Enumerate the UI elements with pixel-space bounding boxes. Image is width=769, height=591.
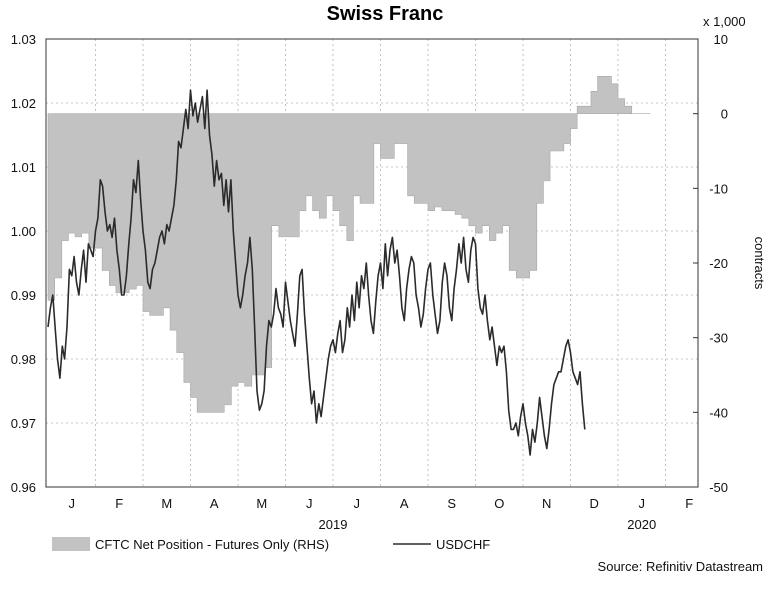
chart-title: Swiss Franc [327, 3, 444, 25]
right-axis-tick-label: -10 [709, 181, 728, 196]
usdchf-line [47, 89, 586, 456]
month-tick-label: M [256, 496, 267, 511]
month-tick-label: M [161, 496, 172, 511]
month-tick-label: J [639, 496, 646, 511]
month-tick-label: A [400, 496, 409, 511]
month-tick-label: N [542, 496, 551, 511]
right-axis-tick-label: -50 [709, 480, 728, 495]
legend-label-cftc: CFTC Net Position - Futures Only (RHS) [95, 537, 329, 552]
month-tick-label: F [115, 496, 123, 511]
right-axis-multiplier-label: x 1,000 [703, 14, 746, 29]
right-axis-tick-label: -40 [709, 405, 728, 420]
year-tick-label: 2019 [319, 517, 348, 532]
left-axis-tick-label: 1.00 [11, 224, 36, 239]
left-axis-tick-label: 0.96 [11, 480, 36, 495]
x-axis: J F M A M J J A S O N D J F 2019 2020 [69, 496, 694, 532]
legend: CFTC Net Position - Futures Only (RHS) U… [52, 537, 490, 552]
left-axis-tick-label: 1.03 [11, 32, 36, 47]
legend-swatch-cftc [52, 537, 90, 551]
right-axis-label: contracts [752, 237, 767, 290]
source-note: Source: Refinitiv Datastream [598, 559, 763, 574]
month-tick-label: J [69, 496, 76, 511]
month-tick-label: D [590, 496, 599, 511]
cftc-net-position-area [47, 76, 651, 413]
year-tick-label: 2020 [627, 517, 656, 532]
right-y-axis: -50 -40 -30 -20 -10 0 10 [693, 32, 728, 495]
legend-label-usdchf: USDCHF [436, 537, 490, 552]
left-axis-tick-label: 0.97 [11, 416, 36, 431]
usdchf-series [47, 89, 586, 456]
left-y-axis: 0.96 0.97 0.98 0.99 1.00 1.01 1.02 1.03 [11, 32, 36, 495]
left-axis-tick-label: 0.98 [11, 352, 36, 367]
left-axis-tick-label: 1.02 [11, 96, 36, 111]
month-tick-label: O [494, 496, 504, 511]
month-tick-label: F [685, 496, 693, 511]
left-axis-tick-label: 1.01 [11, 160, 36, 175]
left-axis-tick-label: 0.99 [11, 288, 36, 303]
month-tick-label: J [354, 496, 361, 511]
right-axis-tick-label: 10 [714, 32, 728, 47]
month-tick-label: A [210, 496, 219, 511]
month-tick-label: J [306, 496, 313, 511]
right-axis-tick-label: -30 [709, 331, 728, 346]
right-axis-tick-label: -20 [709, 256, 728, 271]
month-tick-label: S [447, 496, 456, 511]
cftc-net-position-series [47, 76, 651, 413]
right-axis-tick-label: 0 [721, 107, 728, 122]
